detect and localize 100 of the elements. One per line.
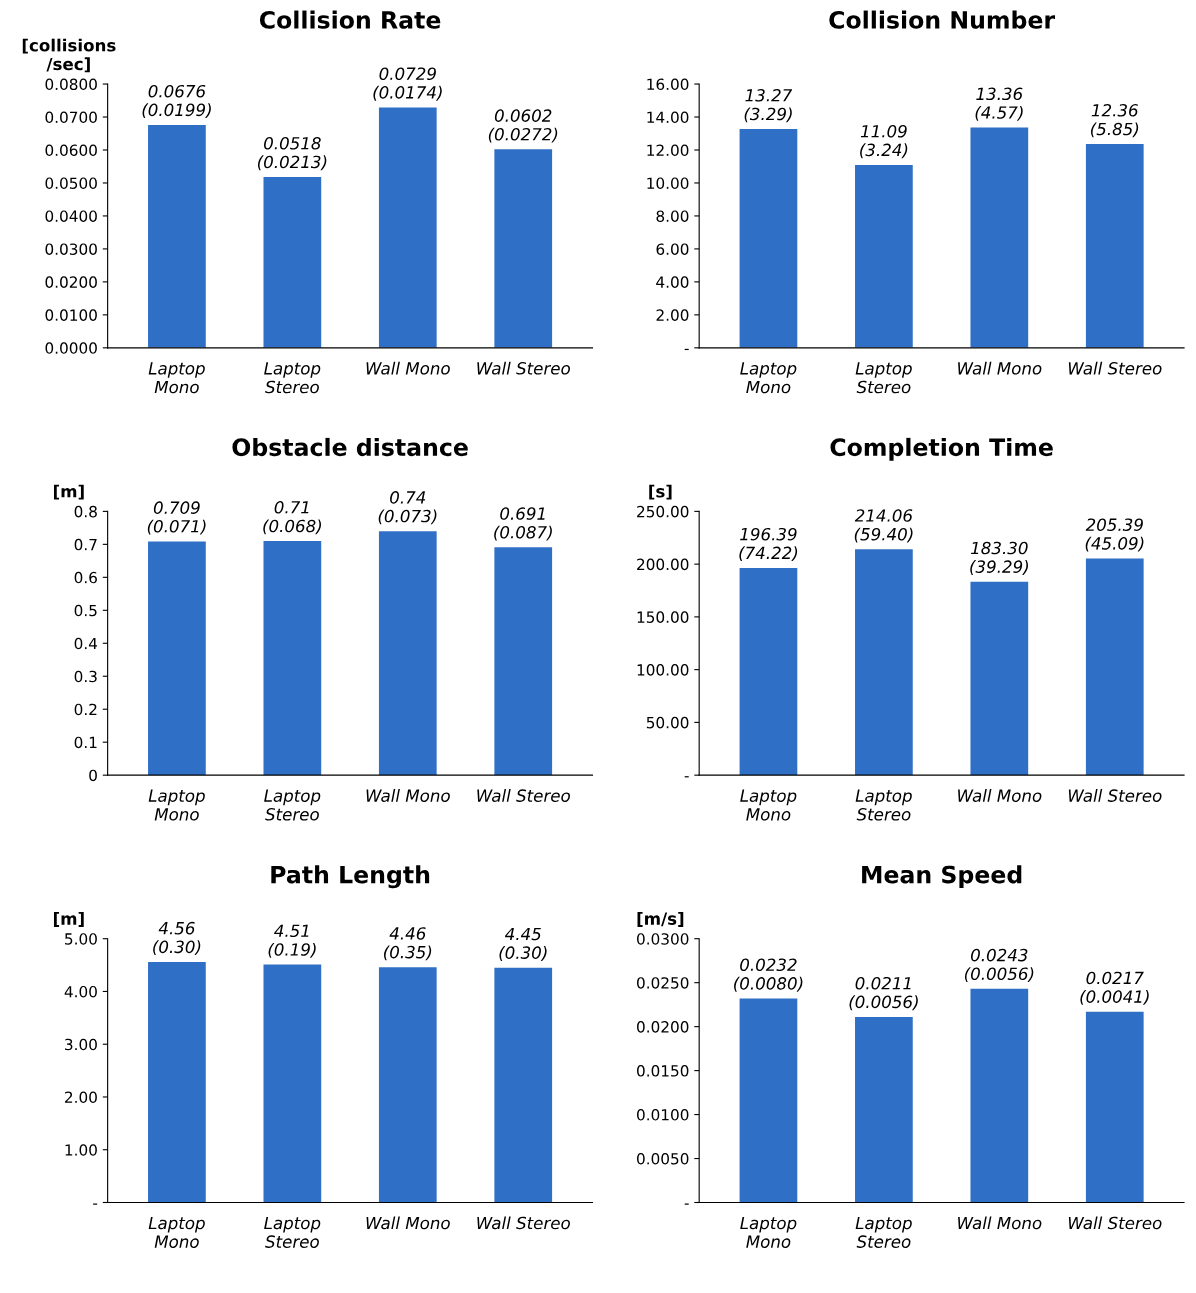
- data-label: 0.0729 (0.0174): [373, 67, 442, 101]
- data-label: 0.0211 (0.0056): [849, 976, 918, 1011]
- y-tick-label: 6.00: [656, 243, 689, 255]
- y-tick-label: 0.0700: [45, 111, 97, 124]
- y-tick-label: 150.00: [637, 611, 689, 623]
- y-tick-label: 0.8: [74, 505, 97, 518]
- y-tick-label: 14.00: [647, 111, 689, 124]
- y-tick-label: 0.0100: [637, 1109, 689, 1121]
- x-tick-label: Wall Stereo: [477, 361, 570, 375]
- x-tick-label: Wall Stereo: [477, 1216, 570, 1230]
- y-axis-title: [m]: [53, 912, 84, 927]
- y-tick-label: 50.00: [646, 716, 689, 729]
- chart-title: Path Length: [271, 865, 430, 889]
- x-tick-label: Wall Stereo: [477, 789, 570, 802]
- x-tick-label: Laptop Mono: [148, 1216, 205, 1248]
- bar: [378, 107, 437, 348]
- data-label: 0.691 (0.087): [494, 507, 552, 541]
- x-tick-label: Laptop Stereo: [264, 362, 321, 394]
- y-tick-label: 0.3: [74, 670, 97, 683]
- y-tick-label: 0.0300: [637, 933, 689, 945]
- y-tick-label: 16.00: [647, 78, 689, 91]
- y-tick-label: 0.5: [74, 604, 97, 617]
- data-label: 0.0518 (0.0213): [257, 136, 327, 171]
- data-label: 0.0243 (0.0056): [964, 948, 1034, 982]
- data-label: 0.0217 (0.0041): [1080, 971, 1149, 1005]
- data-label: 4.51 (0.19): [268, 924, 316, 958]
- x-tick-label: Laptop Mono: [740, 1216, 797, 1248]
- bar: [739, 998, 798, 1203]
- y-axis-title: [m]: [53, 484, 84, 500]
- y-tick-label: -: [684, 776, 689, 778]
- y-tick-label: 2.00: [65, 1091, 97, 1103]
- data-label: 0.709 (0.071): [147, 501, 206, 535]
- y-tick-label: -: [684, 1203, 689, 1205]
- bar: [263, 177, 322, 348]
- y-tick-label: 2.00: [656, 309, 689, 321]
- bar: [1085, 144, 1144, 348]
- bar: [148, 124, 206, 348]
- data-label: 0.0232 (0.0080): [734, 958, 803, 992]
- bar: [970, 581, 1029, 776]
- x-tick-label: Wall Stereo: [1068, 1216, 1162, 1230]
- y-tick-label: 0.0150: [637, 1065, 689, 1077]
- x-tick-label: Laptop Stereo: [855, 362, 912, 394]
- y-tick-label: 0.0800: [45, 78, 97, 91]
- y-tick-label: 0.7: [74, 538, 97, 551]
- x-tick-label: Wall Mono: [366, 1216, 450, 1230]
- y-tick-label: 100.00: [637, 664, 689, 676]
- x-tick-label: Wall Mono: [366, 789, 450, 802]
- chart-title: Completion Time: [830, 437, 1053, 461]
- data-label: 13.27 (3.29): [744, 89, 793, 123]
- x-tick-label: Wall Mono: [958, 361, 1042, 375]
- bar: [263, 541, 322, 776]
- y-tick-label: 0.0050: [637, 1152, 689, 1165]
- x-tick-label: Laptop Mono: [148, 789, 205, 821]
- bar: [855, 1016, 913, 1203]
- bar: [855, 164, 913, 348]
- x-tick-label: Laptop Mono: [740, 362, 797, 394]
- x-tick-label: Laptop Stereo: [855, 1216, 912, 1248]
- x-tick-label: Wall Stereo: [1068, 361, 1162, 375]
- bar: [1085, 1011, 1144, 1203]
- data-label: 214.06 (59.40): [854, 509, 913, 543]
- data-label: 12.36 (5.85): [1091, 104, 1139, 138]
- y-tick-label: 0.0000: [45, 342, 97, 354]
- y-tick-label: 0.6: [74, 571, 97, 584]
- data-label: 196.39 (74.22): [739, 527, 798, 562]
- bar: [378, 531, 437, 776]
- y-tick-label: 0.0200: [45, 276, 97, 288]
- x-tick-label: Laptop Mono: [740, 789, 797, 821]
- chart-title: Obstacle distance: [232, 437, 468, 457]
- x-tick-label: Laptop Mono: [148, 362, 205, 394]
- y-tick-label: 4.00: [656, 276, 689, 288]
- y-tick-label: 4.00: [64, 985, 97, 998]
- y-tick-label: 0.0500: [45, 177, 97, 189]
- y-tick-label: 0.4: [74, 637, 98, 650]
- data-label: 205.39 (45.09): [1085, 518, 1144, 552]
- x-tick-label: Wall Mono: [958, 789, 1042, 802]
- y-tick-label: -: [93, 1203, 98, 1205]
- data-label: 4.45 (0.30): [499, 927, 547, 961]
- y-tick-label: 0.0250: [637, 977, 689, 989]
- y-axis-title: [m/s]: [637, 912, 684, 927]
- chart-title: Collision Rate: [259, 10, 441, 29]
- bar: [855, 549, 913, 776]
- data-label: 183.30 (39.29): [970, 541, 1028, 575]
- bar: [494, 149, 553, 348]
- y-tick-label: 0.0200: [637, 1021, 689, 1033]
- x-tick-label: Wall Stereo: [1068, 789, 1162, 802]
- y-tick-label: 0.0400: [45, 210, 97, 222]
- bar: [739, 567, 798, 776]
- y-tick-label: 3.00: [65, 1038, 97, 1051]
- chart-title: Collision Number: [829, 10, 1056, 29]
- data-label: 0.0676 (0.0199): [142, 84, 211, 119]
- y-tick-label: 0: [89, 769, 97, 782]
- y-axis-title: [s]: [649, 484, 672, 500]
- data-label: 13.36 (4.57): [975, 87, 1023, 121]
- chart-title: Mean Speed: [862, 865, 1022, 889]
- y-tick-label: 0.0600: [45, 144, 97, 157]
- data-label: 4.46 (0.35): [384, 927, 432, 961]
- y-tick-label: 5.00: [65, 933, 97, 945]
- data-label: 11.09 (3.24): [860, 124, 908, 159]
- bar: [739, 129, 798, 348]
- y-tick-label: 0.1: [74, 736, 97, 749]
